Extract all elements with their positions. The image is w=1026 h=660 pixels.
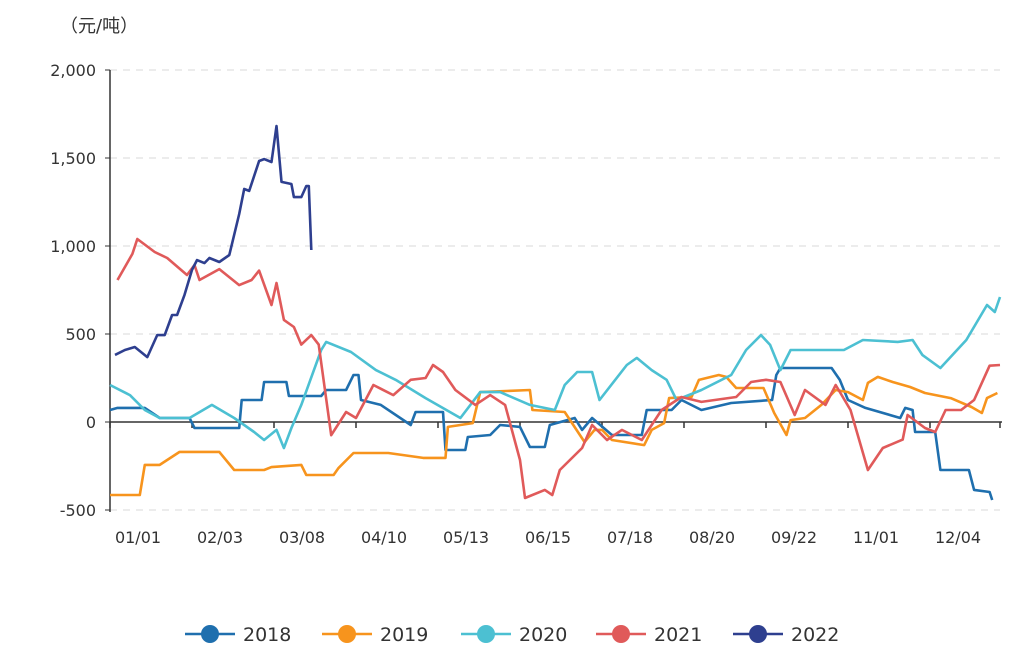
legend-label: 2018	[243, 624, 291, 646]
legend-item-2018[interactable]: 2018	[185, 624, 291, 646]
x-tick-label: 08/20	[689, 528, 735, 547]
x-tick-label: 05/13	[443, 528, 489, 547]
x-tick-label: 01/01	[115, 528, 161, 547]
x-tick-label: 12/04	[935, 528, 981, 547]
x-tick-label: 09/22	[771, 528, 817, 547]
legend-label: 2022	[791, 624, 839, 646]
series-line-2020	[109, 296, 1002, 450]
legend-item-2022[interactable]: 2022	[733, 624, 839, 646]
legend-item-2019[interactable]: 2019	[322, 624, 428, 646]
legend-label: 2021	[654, 624, 702, 646]
legend-marker-icon	[477, 625, 495, 643]
series-line-2022	[114, 124, 313, 359]
x-tick-label: 06/15	[525, 528, 571, 547]
series-line-2018	[109, 366, 994, 501]
legend-item-2020[interactable]: 2020	[461, 624, 567, 646]
x-tick-label: 07/18	[607, 528, 653, 547]
y-tick-labels: -500 0 500 1,000 1,500 2,000	[50, 61, 96, 520]
y-axis-unit-label: （元/吨）	[60, 16, 138, 37]
axes	[105, 69, 1002, 512]
y-tick-label: 500	[65, 325, 96, 344]
legend-item-2021[interactable]: 2021	[596, 624, 702, 646]
legend: 2018 2019 2020 2021 2022	[185, 624, 839, 646]
gridlines	[110, 69, 1000, 511]
y-tick-label: 1,000	[50, 237, 96, 256]
series-line-2021	[116, 237, 1001, 500]
legend-marker-icon	[749, 625, 767, 643]
x-tick-labels: 01/01 02/03 03/08 04/10 05/13 06/15 07/18 08/20…	[115, 528, 981, 547]
series-line-2019	[110, 373, 998, 497]
legend-label: 2020	[519, 624, 567, 646]
y-tick-label: 0	[86, 413, 96, 432]
x-tick-label: 04/10	[361, 528, 407, 547]
x-tick-label: 02/03	[197, 528, 243, 547]
y-tick-label: 2,000	[50, 61, 96, 80]
legend-marker-icon	[612, 625, 630, 643]
y-tick-label: 1,500	[50, 149, 96, 168]
legend-marker-icon	[201, 625, 219, 643]
y-tick-label: -500	[60, 501, 96, 520]
series-lines	[109, 124, 1002, 501]
legend-label: 2019	[380, 624, 428, 646]
x-tick-label: 03/08	[279, 528, 325, 547]
x-tick-label: 11/01	[853, 528, 899, 547]
legend-marker-icon	[338, 625, 356, 643]
